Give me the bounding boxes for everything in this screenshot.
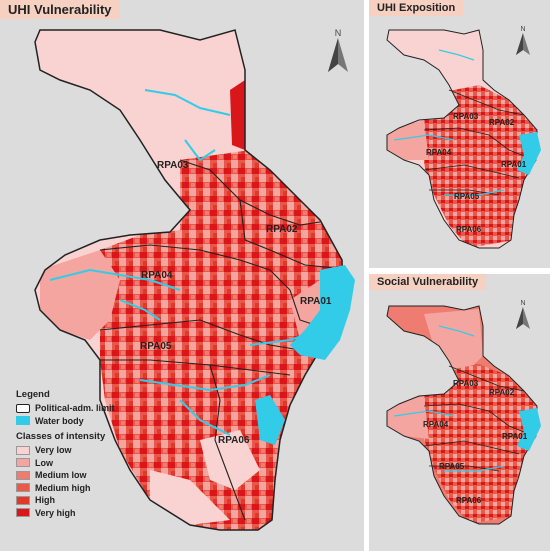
north-arrow-icon <box>328 38 348 72</box>
label-rpa04: RPA04 <box>426 148 452 157</box>
label-rpa05: RPA05 <box>454 192 480 201</box>
label-rpa01: RPA01 <box>300 296 332 307</box>
social-vulnerability-title: Social Vulnerability <box>369 274 487 290</box>
legend-limit-label: Political-adm. limit <box>35 403 115 414</box>
uhi-vulnerability-map <box>0 0 364 551</box>
north-label: N <box>520 26 526 33</box>
class-swatch <box>16 508 30 518</box>
label-rpa02: RPA02 <box>489 118 515 127</box>
class-label: Very high <box>35 507 76 518</box>
water-swatch <box>16 416 30 426</box>
legend: Legend Political-adm. limit Water body C… <box>16 389 146 519</box>
uhi-exposition-panel: UHI Exposition N RPA03 RPA02 RPA04 RPA01… <box>369 0 550 268</box>
uhi-exposition-title: UHI Exposition <box>369 0 464 16</box>
exposition-rpa-limits <box>423 89 535 196</box>
exposition-bay-water <box>517 132 541 175</box>
main-lagoon-water <box>255 395 285 445</box>
main-rpa-limits <box>99 159 336 521</box>
label-rpa04: RPA04 <box>141 270 173 281</box>
label-rpa02: RPA02 <box>266 224 298 235</box>
legend-water-row: Water body <box>16 415 146 428</box>
class-swatch <box>16 445 30 455</box>
label-rpa03: RPA03 <box>453 379 479 388</box>
main-bay-water <box>290 265 355 360</box>
class-label: Medium low <box>35 470 87 481</box>
class-label: High <box>35 495 55 506</box>
legend-water-label: Water body <box>35 415 84 426</box>
label-rpa06: RPA06 <box>218 435 250 446</box>
social-north-arrow: N <box>515 300 531 329</box>
class-label: Very low <box>35 445 72 456</box>
legend-class-row: Low <box>16 457 146 470</box>
label-rpa05: RPA05 <box>439 462 465 471</box>
main-rivers <box>49 89 321 436</box>
social-vulnerability-panel: Social Vulnerability N RPA03 RPA02 RPA04… <box>369 274 550 551</box>
north-label: N <box>334 28 342 38</box>
label-rpa06: RPA06 <box>456 225 482 234</box>
main-map-outline <box>34 29 344 531</box>
social-map-outline <box>386 305 538 525</box>
north-label: N <box>520 300 526 307</box>
legend-class-row: Medium high <box>16 482 146 495</box>
label-rpa04: RPA04 <box>423 420 449 429</box>
class-swatch <box>16 458 30 468</box>
main-north-arrow: N <box>326 28 350 72</box>
north-arrow-icon <box>516 33 530 55</box>
legend-limit-row: Political-adm. limit <box>16 402 146 415</box>
label-rpa01: RPA01 <box>501 160 527 169</box>
legend-classes-title: Classes of intensity <box>16 431 106 442</box>
legend-class-row: Medium low <box>16 469 146 482</box>
class-swatch <box>16 470 30 480</box>
label-rpa03: RPA03 <box>157 160 189 171</box>
legend-title: Legend <box>16 389 50 400</box>
class-swatch <box>16 483 30 493</box>
social-bay-water <box>517 408 541 451</box>
social-rivers <box>393 325 505 472</box>
class-label: Low <box>35 457 53 468</box>
label-rpa02: RPA02 <box>489 388 515 397</box>
class-swatch <box>16 495 30 505</box>
exposition-map-outline <box>386 29 538 249</box>
uhi-vulnerability-title: UHI Vulnerability <box>0 0 120 19</box>
label-rpa05: RPA05 <box>140 341 172 352</box>
uhi-vulnerability-panel: UHI Vulnerability N RPA03 RPA02 RPA04 RP… <box>0 0 364 551</box>
limit-swatch <box>16 403 30 413</box>
label-rpa06: RPA06 <box>456 496 482 505</box>
legend-class-row: Very high <box>16 507 146 520</box>
label-rpa01: RPA01 <box>502 432 528 441</box>
north-arrow-icon <box>516 307 530 329</box>
label-rpa03: RPA03 <box>453 112 479 121</box>
exposition-north-arrow: N <box>515 26 531 55</box>
legend-class-row: Very low <box>16 444 146 457</box>
legend-class-row: High <box>16 494 146 507</box>
class-label: Medium high <box>35 482 91 493</box>
exposition-rivers <box>393 49 505 196</box>
